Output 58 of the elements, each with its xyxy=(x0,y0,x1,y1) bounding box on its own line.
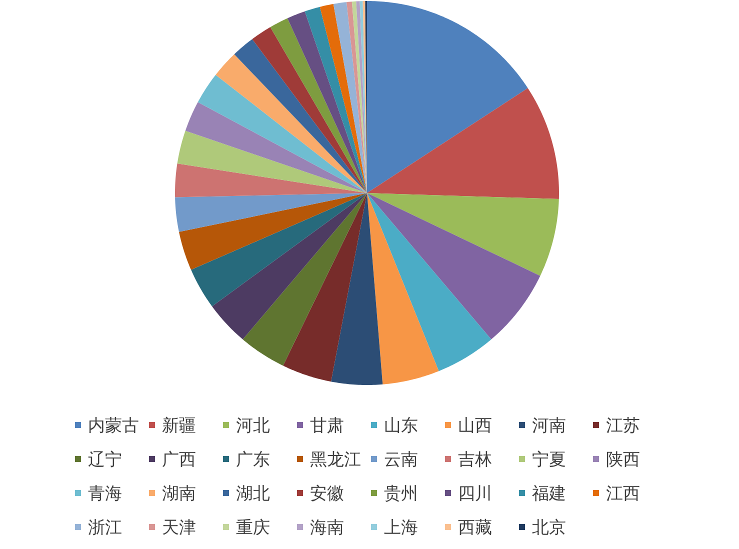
pie-slice xyxy=(331,193,383,385)
pie-slice xyxy=(270,18,367,193)
legend-label: 海南 xyxy=(310,518,344,537)
legend-label: 宁夏 xyxy=(532,450,566,469)
pie-slice xyxy=(216,54,367,193)
legend-label: 湖北 xyxy=(236,484,270,503)
legend-label: 上海 xyxy=(384,518,418,537)
pie-slice xyxy=(175,164,367,198)
pie-slice xyxy=(283,193,367,382)
legend-label: 重庆 xyxy=(236,518,270,537)
pie-slice xyxy=(177,130,367,193)
pie-slice xyxy=(367,193,492,372)
legend-label: 辽宁 xyxy=(88,450,122,469)
legend-label: 新疆 xyxy=(162,416,196,435)
pie-slice xyxy=(367,193,559,276)
pie-slice xyxy=(304,6,367,193)
legend-label: 内蒙古 xyxy=(88,416,139,435)
legend-label: 黑龙江 xyxy=(310,450,361,469)
legend-label: 甘肃 xyxy=(310,416,344,435)
legend-label: 福建 xyxy=(532,484,566,503)
legend-label: 四川 xyxy=(458,484,492,503)
legend-label: 江西 xyxy=(606,484,640,503)
legend-label: 河北 xyxy=(236,416,270,435)
legend-label: 河南 xyxy=(532,416,566,435)
legend-label: 安徽 xyxy=(310,484,344,503)
pie-slice xyxy=(252,27,367,193)
legend-label: 广东 xyxy=(236,450,270,469)
legend-label: 山西 xyxy=(458,416,492,435)
pie-slice xyxy=(175,193,367,232)
pie-slice xyxy=(287,11,367,193)
pie-slice xyxy=(320,4,367,193)
legend-label: 西藏 xyxy=(458,518,492,537)
legend-label: 广西 xyxy=(162,450,196,469)
pie-slice xyxy=(185,102,367,193)
pie-slice xyxy=(212,193,367,340)
pie-slice xyxy=(346,2,367,193)
pie-slice xyxy=(352,1,367,193)
legend-label: 浙江 xyxy=(88,518,122,537)
pie-slice xyxy=(367,193,540,340)
legend-label: 山东 xyxy=(384,416,418,435)
pie-slice xyxy=(242,193,367,366)
legend-label: 青海 xyxy=(88,484,122,503)
pie-slice xyxy=(234,39,367,193)
legend-label: 天津 xyxy=(162,518,196,537)
legend-label: 湖南 xyxy=(162,484,196,503)
legend-label: 江苏 xyxy=(606,416,640,435)
pie-slice xyxy=(198,74,367,193)
legend-label: 云南 xyxy=(384,450,418,469)
pie-slice xyxy=(178,193,367,270)
pie-slice xyxy=(367,88,559,200)
legend-label: 陕西 xyxy=(606,450,640,469)
legend-label: 贵州 xyxy=(384,484,418,503)
legend-label: 吉林 xyxy=(458,450,492,469)
pie-slice xyxy=(367,1,528,193)
pie-slice xyxy=(333,2,367,193)
legend-label: 北京 xyxy=(532,518,566,537)
pie-slice xyxy=(191,193,367,306)
pie-slice xyxy=(367,193,439,384)
